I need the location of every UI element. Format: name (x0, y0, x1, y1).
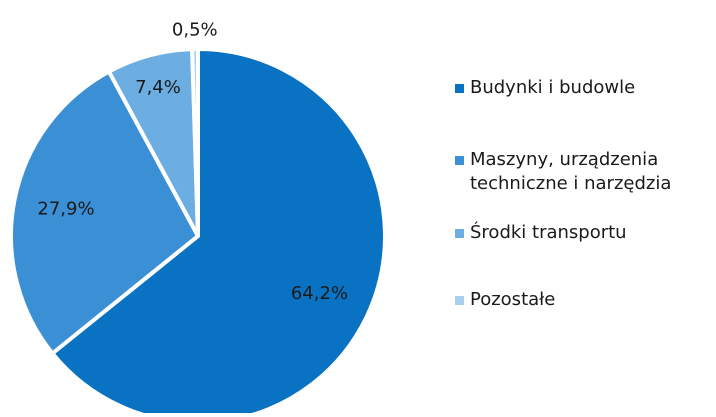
legend-item: Pozostałe (455, 288, 705, 312)
pie-slice (190, 47, 200, 238)
data-label: 64,2% (291, 283, 348, 304)
legend-label: Budynki i budowle (470, 77, 636, 98)
legend-label: Środki transportu (470, 222, 627, 243)
legend-label: Maszyny, urządzenia techniczne i narzędz… (470, 149, 672, 194)
data-label: 27,9% (37, 199, 94, 220)
legend-swatch (455, 229, 464, 238)
legend-swatch (455, 156, 464, 165)
legend-item: Budynki i budowle (455, 76, 705, 100)
pie-slice (9, 69, 200, 356)
legend-label: Pozostałe (470, 289, 556, 310)
data-label: 0,5% (172, 19, 218, 40)
legend-item: Maszyny, urządzenia techniczne i narzędz… (455, 148, 705, 196)
legend-swatch (455, 84, 464, 93)
legend-swatch (455, 296, 464, 305)
data-label: 7,4% (135, 77, 181, 98)
legend-item: Środki transportu (455, 221, 705, 245)
